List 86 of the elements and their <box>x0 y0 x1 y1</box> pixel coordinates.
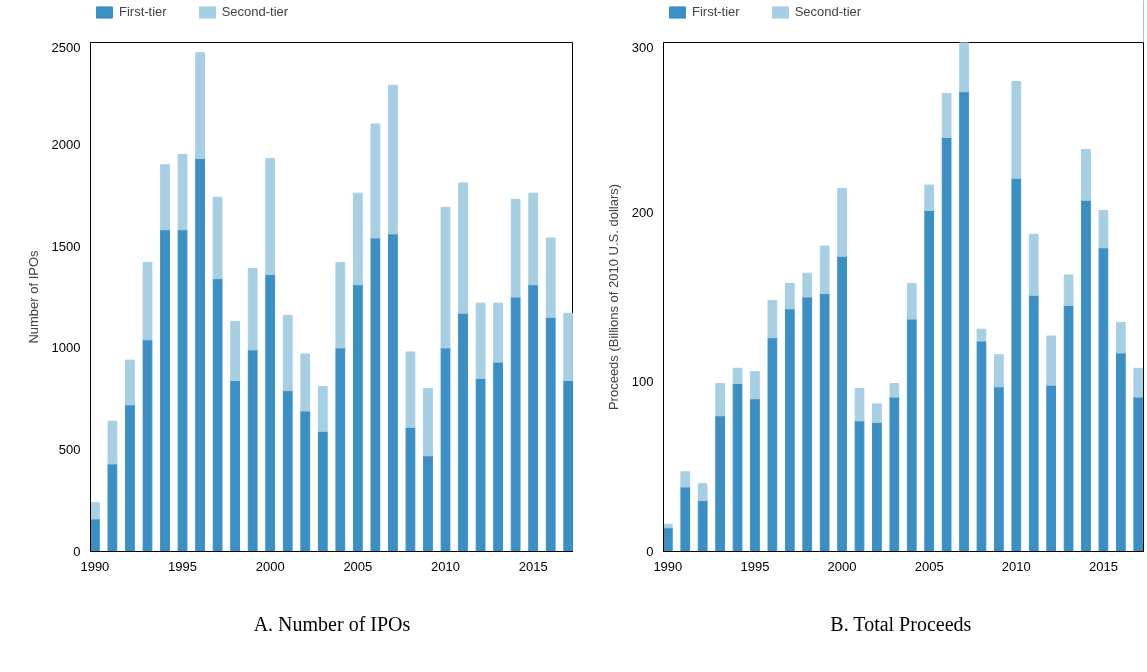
x-tick-label: 2000 <box>827 558 857 574</box>
bar <box>388 84 398 235</box>
bar <box>300 353 311 412</box>
bar <box>510 198 521 298</box>
bar <box>90 518 100 552</box>
legend-label: First-tier <box>119 4 167 19</box>
bar <box>405 426 416 552</box>
bar <box>528 192 539 286</box>
bar <box>142 339 153 552</box>
x-tick-label: 1990 <box>653 558 683 574</box>
x-tick-label: 2005 <box>343 558 373 574</box>
bar <box>142 261 153 341</box>
bar <box>545 316 556 552</box>
bar <box>107 420 118 465</box>
y-tick-label: 0 <box>73 544 81 559</box>
bar <box>212 196 223 280</box>
bar <box>300 410 311 552</box>
bar <box>335 347 346 552</box>
legend-label: Second-tier <box>221 4 289 19</box>
bar <box>458 312 468 552</box>
text: B. Total Proceeds <box>830 613 972 635</box>
y-tick-label: 1500 <box>51 238 81 254</box>
x-tick-label: 2010 <box>431 558 460 574</box>
bar <box>335 261 346 349</box>
bar <box>265 158 276 276</box>
legend-label: Second-tier <box>794 4 862 19</box>
bar <box>493 361 503 552</box>
bar <box>125 404 135 552</box>
y-tick-label: 200 <box>631 204 654 220</box>
bar <box>247 349 258 552</box>
bar <box>230 320 241 381</box>
bar <box>160 229 170 552</box>
x-tick-label: 2010 <box>1001 558 1031 574</box>
bar <box>423 455 433 552</box>
bar <box>563 379 573 552</box>
y-axis-title: Number of IPOs <box>25 249 41 344</box>
bar <box>195 158 205 552</box>
x-tick-label: 2000 <box>255 558 285 574</box>
bar <box>563 312 573 381</box>
bar <box>177 229 188 552</box>
bar <box>352 284 363 552</box>
bar <box>510 296 521 552</box>
bar <box>370 237 381 552</box>
bar <box>317 430 328 552</box>
x-tick-label: 1995 <box>740 558 770 574</box>
y-tick-label: 300 <box>631 39 654 55</box>
x-tick-label: 2015 <box>1088 558 1118 574</box>
bar <box>528 284 539 552</box>
bar <box>212 278 223 552</box>
bar <box>370 123 381 239</box>
bar <box>160 164 170 231</box>
bar <box>247 268 258 351</box>
y-tick-label: 0 <box>646 544 654 559</box>
bar <box>475 302 486 379</box>
bar <box>388 233 398 552</box>
x-tick-label: 2005 <box>914 558 944 574</box>
bar <box>493 302 503 363</box>
bar <box>177 153 188 231</box>
bar <box>545 237 556 318</box>
bar <box>282 314 293 392</box>
bar <box>440 206 451 349</box>
bar <box>125 359 135 406</box>
x-tick-label: 2015 <box>518 558 548 574</box>
bar <box>107 463 118 552</box>
bar <box>352 192 363 286</box>
y-tick-label: 500 <box>58 442 81 458</box>
y-tick-label: 2500 <box>51 39 81 55</box>
legend-label: First-tier <box>692 4 740 19</box>
bar <box>90 502 100 520</box>
bar <box>458 182 468 314</box>
y-tick-label: 1000 <box>51 340 81 356</box>
y-axis-title: Proceeds (Billions of 2010 U.S. dollars) <box>605 183 621 411</box>
bar <box>423 388 433 457</box>
text: A. Number of IPOs <box>253 613 411 635</box>
bar <box>317 386 328 432</box>
bar <box>265 274 276 552</box>
bar <box>405 351 416 428</box>
bar <box>230 379 241 552</box>
bar <box>282 390 293 552</box>
bar <box>440 347 451 552</box>
x-tick-label: 1995 <box>168 558 197 574</box>
bar <box>195 52 205 160</box>
y-tick-label: 100 <box>631 374 654 390</box>
y-tick-label: 2000 <box>51 136 81 152</box>
x-tick-label: 1990 <box>80 558 110 574</box>
bar <box>475 377 486 552</box>
